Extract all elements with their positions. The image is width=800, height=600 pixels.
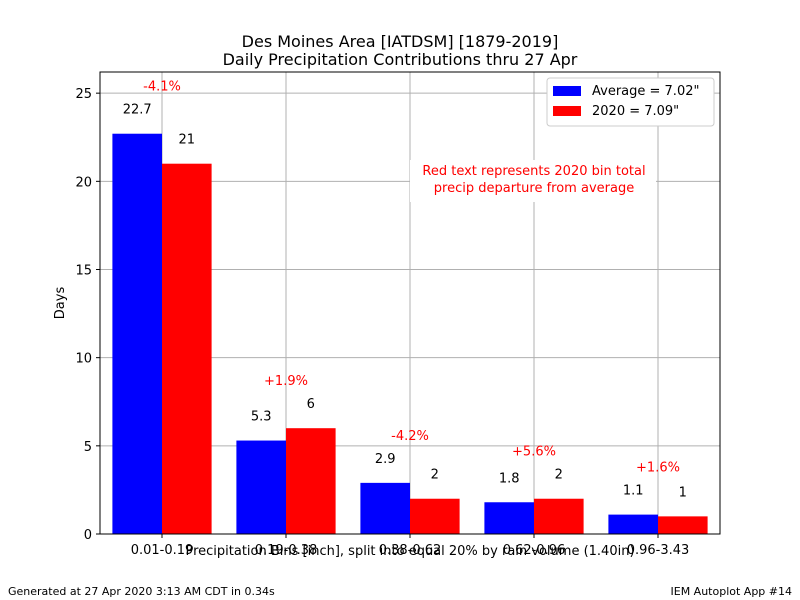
legend-frame bbox=[546, 77, 715, 127]
y-tick-label: 20 bbox=[75, 175, 92, 190]
annotation-background bbox=[410, 160, 656, 202]
bar-average bbox=[236, 440, 286, 534]
legend-label-2020: 2020 = 7.09" bbox=[592, 104, 679, 119]
bar-label-2020: 2 bbox=[555, 468, 563, 483]
x-tick-label: 0.19-0.38 bbox=[255, 543, 318, 558]
chart-title: Des Moines Area [IATDSM] [1879-2019] bbox=[241, 32, 559, 51]
bar-label-average: 5.3 bbox=[251, 410, 272, 425]
bar-label-average: 2.9 bbox=[375, 452, 396, 467]
bar-2020 bbox=[162, 163, 212, 535]
x-tick-label: 0.96-3.43 bbox=[627, 543, 690, 558]
departure-label: -4.2% bbox=[391, 429, 429, 444]
bar-label-average: 1.8 bbox=[499, 471, 520, 486]
departure-label: +1.6% bbox=[636, 461, 680, 476]
footer-app: IEM Autoplot App #14 bbox=[670, 585, 793, 598]
y-axis-label: Days bbox=[53, 287, 68, 320]
chart-subtitle: Daily Precipitation Contributions thru 2… bbox=[222, 50, 578, 69]
y-tick-label: 5 bbox=[84, 440, 92, 455]
bar-2020 bbox=[410, 498, 460, 534]
bar-average bbox=[360, 482, 410, 534]
bar-average bbox=[112, 133, 162, 534]
y-tick-label: 25 bbox=[75, 87, 92, 102]
y-tick-label: 0 bbox=[84, 528, 92, 543]
departure-label: -4.1% bbox=[143, 80, 181, 95]
annotation-line-1: Red text represents 2020 bin total bbox=[422, 164, 645, 179]
bar-2020 bbox=[286, 428, 336, 534]
y-tick-label: 10 bbox=[75, 352, 92, 367]
departure-label: +5.6% bbox=[512, 445, 556, 460]
legend-label-average: Average = 7.02" bbox=[592, 84, 699, 99]
bar-average bbox=[608, 514, 658, 534]
x-tick-label: 0.01-0.19 bbox=[131, 543, 194, 558]
x-axis-label: Precipitation Bins [inch], split into eq… bbox=[185, 544, 634, 559]
footer-generated: Generated at 27 Apr 2020 3:13 AM CDT in … bbox=[8, 585, 275, 598]
bar-average bbox=[484, 502, 534, 534]
bar-label-average: 22.7 bbox=[123, 103, 152, 118]
y-tick-label: 15 bbox=[75, 263, 92, 278]
legend: Average = 7.02" 2020 = 7.09" bbox=[546, 77, 715, 127]
bar-label-2020: 2 bbox=[431, 468, 439, 483]
x-tick-label: 0.62-0.96 bbox=[503, 543, 566, 558]
legend-swatch-average bbox=[553, 86, 581, 96]
bar-label-2020: 1 bbox=[679, 485, 687, 500]
bar-label-average: 1.1 bbox=[623, 484, 644, 499]
bar-2020 bbox=[534, 498, 584, 534]
annotation-line-2: precip departure from average bbox=[434, 181, 634, 196]
bar-label-2020: 6 bbox=[307, 397, 315, 412]
x-tick-label: 0.38-0.62 bbox=[379, 543, 442, 558]
bar-label-2020: 21 bbox=[179, 133, 196, 148]
departure-label: +1.9% bbox=[264, 374, 308, 389]
bar-2020 bbox=[658, 516, 708, 534]
legend-swatch-2020 bbox=[553, 106, 581, 116]
